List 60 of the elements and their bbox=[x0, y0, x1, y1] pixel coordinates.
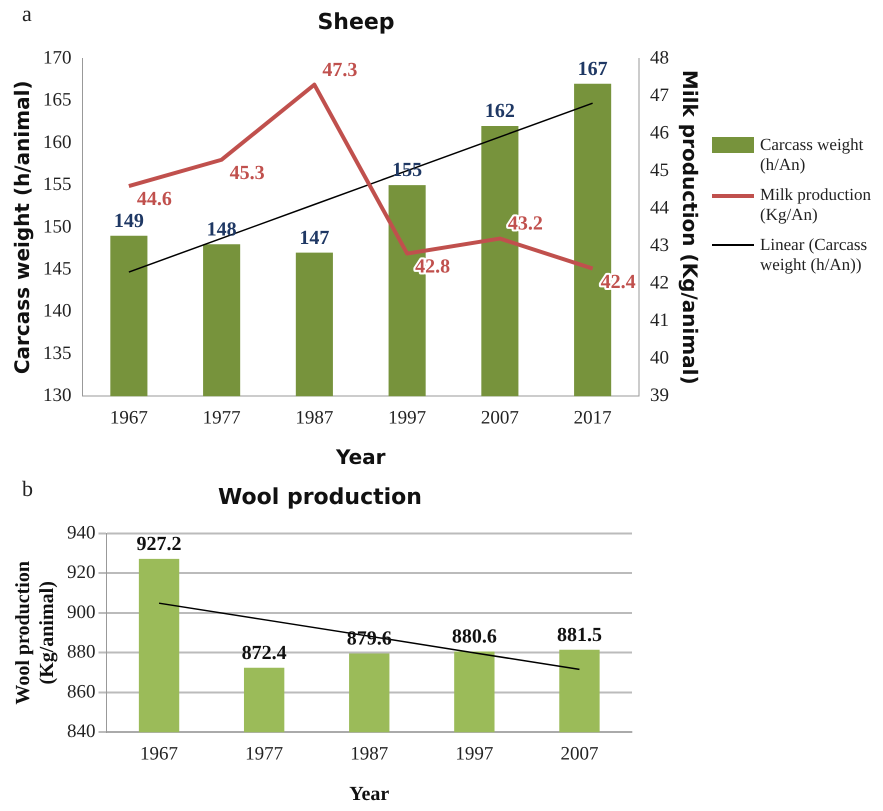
y-tick-label: 170 bbox=[43, 47, 72, 68]
y-tick-label: 900 bbox=[67, 602, 96, 623]
x-tick-label: 1967 bbox=[140, 744, 178, 765]
y2-tick-label: 39 bbox=[650, 385, 669, 406]
y2-tick-label: 41 bbox=[650, 310, 669, 332]
x-tick-label: 2007 bbox=[480, 408, 519, 429]
y-tick-label: 860 bbox=[67, 681, 96, 702]
x-tick-label: 1987 bbox=[350, 744, 388, 765]
y-tick-label: 155 bbox=[43, 174, 72, 196]
data-label: 880.6 bbox=[452, 626, 497, 648]
y-tick-label: 145 bbox=[43, 258, 72, 280]
x-axis-title: Year bbox=[334, 445, 386, 470]
y-tick-label: 165 bbox=[43, 90, 72, 111]
x-tick-label: 1997 bbox=[388, 408, 426, 429]
y-tick-label: 940 bbox=[67, 522, 96, 544]
y2-tick-label: 40 bbox=[650, 348, 669, 369]
data-label: 927.2 bbox=[136, 533, 182, 556]
y2-tick-label: 46 bbox=[650, 122, 669, 144]
legend-label: Carcass weight (h/An) bbox=[760, 135, 864, 175]
y-tick-label: 160 bbox=[43, 132, 72, 153]
y-tick-label: 840 bbox=[67, 721, 96, 742]
x-tick-label: 1967 bbox=[110, 408, 148, 429]
data-label: 167 bbox=[578, 58, 608, 80]
y-tick-label: 140 bbox=[43, 300, 72, 322]
y-tick-label: 920 bbox=[67, 562, 96, 584]
legend-label: Milk production (Kg/An) bbox=[760, 185, 872, 225]
data-label: 47.3 bbox=[322, 58, 358, 81]
x-tick-label: 2007 bbox=[560, 744, 598, 765]
data-label: 881.5 bbox=[556, 624, 602, 646]
data-label: 872.4 bbox=[242, 642, 287, 664]
y2-tick-label: 42 bbox=[650, 272, 669, 294]
text: b bbox=[22, 476, 33, 501]
y2-tick-label: 47 bbox=[650, 84, 669, 106]
y2-tick-label: 48 bbox=[650, 47, 669, 68]
data-label: 44.6 bbox=[136, 188, 172, 210]
y2-axis-title: Milk production (Kg/animal) bbox=[678, 70, 702, 385]
chart-title: Wool production bbox=[218, 484, 422, 510]
y2-tick-label: 43 bbox=[650, 235, 669, 256]
y-tick-label: 130 bbox=[43, 385, 72, 406]
data-label: 149 bbox=[114, 210, 144, 232]
y2-tick-label: 45 bbox=[650, 160, 669, 181]
data-label: 162 bbox=[484, 100, 515, 122]
y2-tick-label: 44 bbox=[650, 198, 670, 219]
x-tick-label: 1987 bbox=[295, 408, 334, 429]
y-axis-title: Carcass weight (h/animal) bbox=[10, 80, 34, 374]
y-axis-title: Wool production (Kg/animal) bbox=[12, 561, 58, 705]
text: a bbox=[22, 0, 32, 26]
legend-label: Linear (Carcass weight (h/An)) bbox=[760, 235, 868, 275]
x-tick-label: 1997 bbox=[455, 744, 494, 765]
x-tick-label: 1977 bbox=[202, 408, 241, 429]
x-tick-label: 1977 bbox=[245, 744, 284, 765]
x-tick-label: 2017 bbox=[574, 408, 612, 429]
x-axis-title: Year bbox=[349, 783, 390, 806]
y-tick-label: 135 bbox=[43, 342, 72, 364]
data-label: 45.3 bbox=[230, 162, 265, 184]
data-label: 147 bbox=[299, 226, 330, 249]
y-tick-label: 880 bbox=[67, 642, 96, 663]
chart-title: Sheep bbox=[317, 10, 395, 35]
data-label: 148 bbox=[206, 218, 237, 240]
y-tick-label: 150 bbox=[43, 216, 72, 238]
